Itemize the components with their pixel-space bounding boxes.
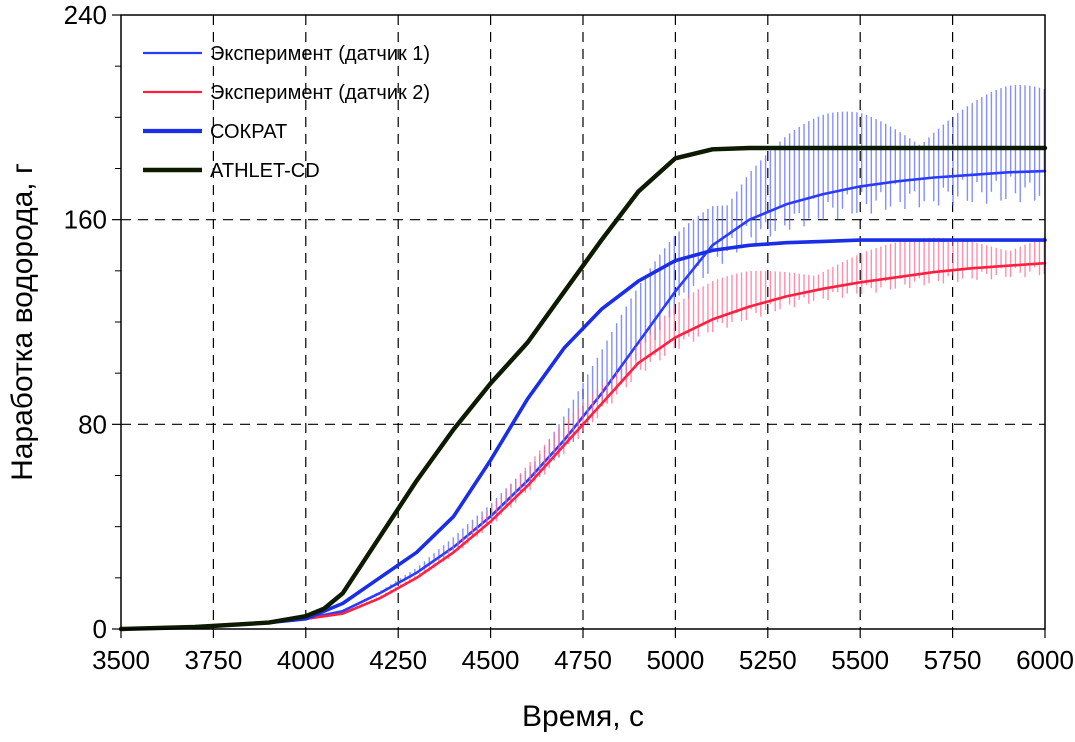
y-axis-title: Наработка водорода, г <box>6 163 39 481</box>
series-1 <box>119 237 1047 631</box>
x-tick-label: 5000 <box>646 645 704 675</box>
tick-layer: 3500 3750 4000 4250 4500 4750 5000 5250 5500 5750… <box>64 0 1074 675</box>
legend: Эксперимент (датчик 1) Эксперимент (датч… <box>143 43 430 182</box>
series-2 <box>119 238 1047 631</box>
y-tick-label: 240 <box>64 0 107 30</box>
legend-label-sokrat: СОКРАТ <box>210 121 287 143</box>
x-tick-label: 3500 <box>92 645 150 675</box>
x-tick-label: 6000 <box>1016 645 1074 675</box>
x-tick-label: 5750 <box>924 645 982 675</box>
legend-label-sensor-1: Эксперимент (датчик 1) <box>210 43 430 65</box>
legend-label-athlet: ATHLET-CD <box>210 160 320 182</box>
series-0 <box>119 85 1047 631</box>
x-tick-label: 4750 <box>554 645 612 675</box>
x-tick-label: 5500 <box>831 645 889 675</box>
series-line <box>119 238 1047 631</box>
series-layer <box>118 85 1048 632</box>
x-tick-label: 4000 <box>277 645 335 675</box>
y-tick-label: 0 <box>93 614 107 644</box>
y-tick-label: 160 <box>64 205 107 235</box>
x-tick-label: 3750 <box>184 645 242 675</box>
series-line <box>118 145 1048 632</box>
x-tick-label: 4250 <box>369 645 427 675</box>
series-3 <box>118 145 1048 632</box>
x-tick-label: 5250 <box>739 645 797 675</box>
series-line <box>119 261 1047 631</box>
x-tick-label: 4500 <box>462 645 520 675</box>
y-tick-label: 80 <box>78 409 107 439</box>
grid-layer <box>121 15 1045 629</box>
legend-label-sensor-2: Эксперимент (датчик 2) <box>210 82 430 104</box>
x-axis-title: Время, с <box>522 700 644 733</box>
series-line <box>119 169 1047 631</box>
